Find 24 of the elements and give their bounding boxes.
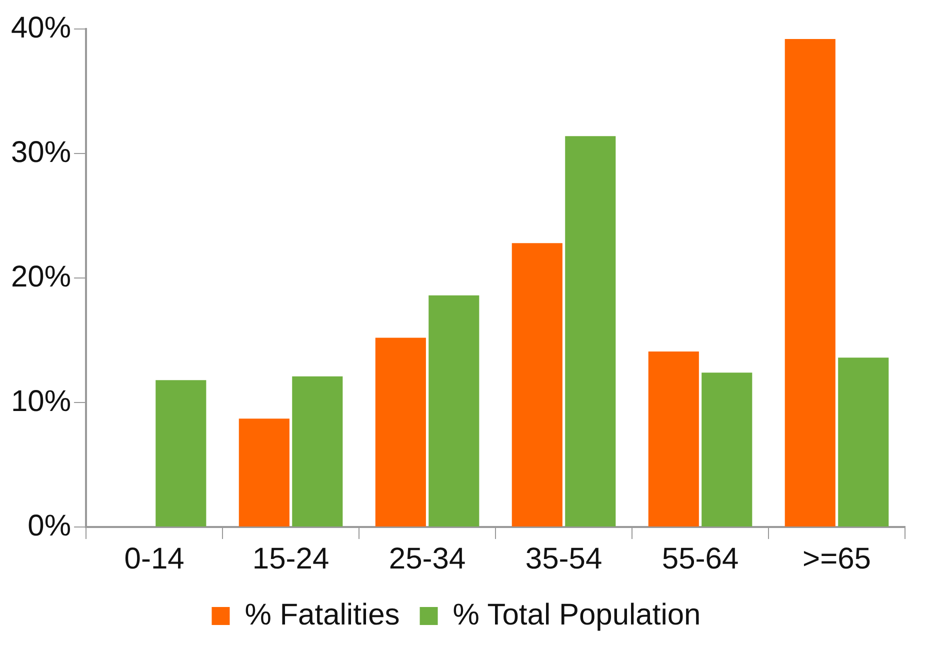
bar [428,295,480,526]
x-tick-label: 0-14 [124,542,184,576]
legend-label: % Fatalities [244,598,400,632]
bar [784,38,836,526]
y-tick-label: 40% [10,11,72,44]
legend-label: % Total Population [452,598,701,632]
bar [838,358,889,526]
bar [565,136,616,526]
bar [375,338,426,526]
x-tick-label: >=65 [802,542,871,576]
bar [238,418,290,526]
x-tick-label: 25-34 [388,542,466,576]
bar [512,243,562,526]
bar [292,376,343,526]
x-tick-label: 35-54 [525,542,602,576]
bar [648,351,699,526]
bar [156,380,206,526]
y-tick-label: 30% [10,136,72,169]
y-tick-label: 20% [10,260,72,294]
bar [702,372,752,526]
y-tick-label: 10% [10,384,72,418]
x-tick-label: 15-24 [252,542,330,576]
x-tick-label: 55-64 [662,542,739,576]
y-tick-label: 0% [28,509,72,542]
